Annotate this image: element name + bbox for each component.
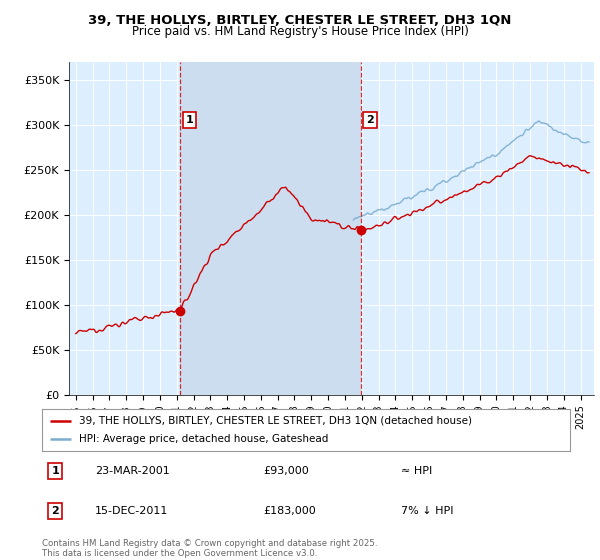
Text: 2: 2 xyxy=(52,506,59,516)
Text: 39, THE HOLLYS, BIRTLEY, CHESTER LE STREET, DH3 1QN (detached house): 39, THE HOLLYS, BIRTLEY, CHESTER LE STRE… xyxy=(79,416,472,426)
Text: 7% ↓ HPI: 7% ↓ HPI xyxy=(401,506,454,516)
Text: £183,000: £183,000 xyxy=(264,506,317,516)
Text: 15-DEC-2011: 15-DEC-2011 xyxy=(95,506,168,516)
Text: 1: 1 xyxy=(185,115,193,125)
Text: 39, THE HOLLYS, BIRTLEY, CHESTER LE STREET, DH3 1QN: 39, THE HOLLYS, BIRTLEY, CHESTER LE STRE… xyxy=(88,14,512,27)
Text: £93,000: £93,000 xyxy=(264,466,310,476)
Text: 23-MAR-2001: 23-MAR-2001 xyxy=(95,466,170,476)
Text: Contains HM Land Registry data © Crown copyright and database right 2025.
This d: Contains HM Land Registry data © Crown c… xyxy=(42,539,377,558)
Bar xyxy=(181,62,361,395)
Text: 1: 1 xyxy=(52,466,59,476)
Text: HPI: Average price, detached house, Gateshead: HPI: Average price, detached house, Gate… xyxy=(79,434,328,444)
Text: 2: 2 xyxy=(366,115,374,125)
Text: ≈ HPI: ≈ HPI xyxy=(401,466,432,476)
Text: Price paid vs. HM Land Registry's House Price Index (HPI): Price paid vs. HM Land Registry's House … xyxy=(131,25,469,38)
